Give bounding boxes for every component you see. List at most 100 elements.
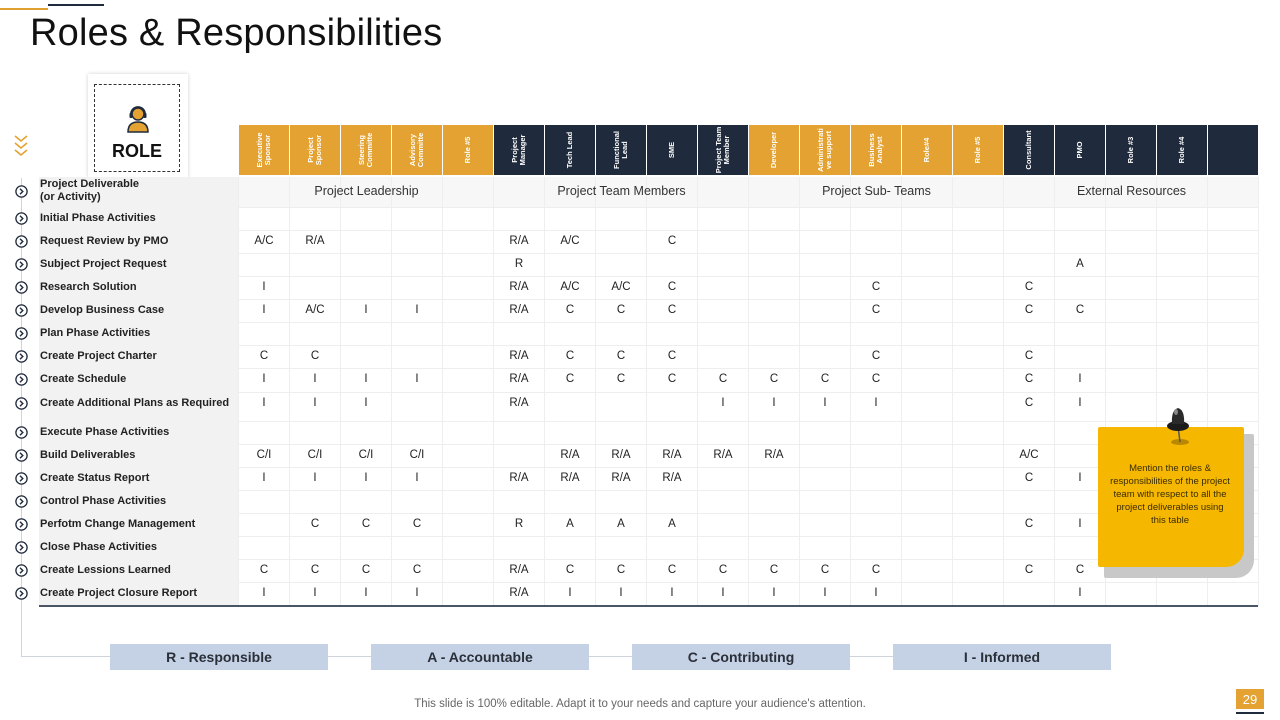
raci-cell: I xyxy=(772,587,776,599)
column-header-label: Developer xyxy=(769,131,778,169)
raci-cell: R/A xyxy=(662,472,682,484)
raci-cell: I xyxy=(364,397,368,409)
raci-cell: C xyxy=(616,304,626,316)
row-divider xyxy=(238,345,1258,346)
column-header-9: SME xyxy=(647,125,697,175)
row-divider xyxy=(238,490,1258,491)
raci-cell: C xyxy=(310,518,320,530)
chevron-circle-icon xyxy=(15,281,28,294)
raci-cell: C xyxy=(1024,564,1034,576)
support-agent-icon xyxy=(127,106,149,133)
activity-label: Develop Business Case xyxy=(40,304,165,316)
chevron-circle-icon xyxy=(15,426,28,439)
column-header-1: Executive Sponsor xyxy=(239,125,289,175)
activity-label: Create Schedule xyxy=(40,373,127,385)
raci-cell: I xyxy=(721,397,725,409)
raci-cell: C xyxy=(1024,518,1034,530)
column-header-label: Role #4 xyxy=(1177,136,1186,164)
raci-cell: C xyxy=(667,373,677,385)
raci-cell: R/A xyxy=(560,472,580,484)
activity-label: Build Deliverables xyxy=(40,449,136,461)
column-divider xyxy=(1003,177,1004,606)
activity-label: Subject Project Request xyxy=(40,258,167,270)
column-header-3: Steering Committe xyxy=(341,125,391,175)
raci-cell: C xyxy=(259,564,269,576)
activity-label: Initial Phase Activities xyxy=(40,212,156,224)
chevron-circle-icon xyxy=(15,258,28,271)
raci-cell: R/A xyxy=(509,304,529,316)
raci-cell: A/C xyxy=(305,304,325,316)
column-header-17: PMO xyxy=(1055,125,1105,175)
legend-contributing: C - Contributing xyxy=(632,644,850,670)
raci-cell: C xyxy=(259,350,269,362)
raci-cell: C xyxy=(412,564,422,576)
column-header-label: SME xyxy=(667,141,676,159)
raci-cell: I xyxy=(1078,587,1082,599)
raci-cell: A xyxy=(1076,258,1084,270)
raci-cell: A xyxy=(566,518,574,530)
raci-cell: C xyxy=(310,350,320,362)
column-divider xyxy=(442,177,443,606)
raci-cell: I xyxy=(568,587,572,599)
raci-cell: C xyxy=(565,350,575,362)
raci-cell: C xyxy=(667,281,677,293)
raci-cell: C xyxy=(871,350,881,362)
raci-cell: C xyxy=(565,304,575,316)
column-divider xyxy=(1054,177,1055,606)
raci-cell: R/A xyxy=(764,449,784,461)
raci-cell: I xyxy=(415,472,419,484)
chevron-circle-icon xyxy=(15,541,28,554)
raci-cell: C xyxy=(412,518,422,530)
column-header-label: Advisory Committe xyxy=(408,132,425,168)
chevron-down-icon xyxy=(14,135,28,157)
raci-cell: I xyxy=(313,397,317,409)
chevron-circle-icon xyxy=(15,397,28,410)
raci-cell: C xyxy=(871,564,881,576)
raci-cell: C xyxy=(667,350,677,362)
column-header-label: Project Sponsor xyxy=(306,134,323,166)
raci-cell: I xyxy=(1078,472,1082,484)
raci-cell: C xyxy=(871,304,881,316)
activity-label: Create Project Closure Report xyxy=(40,587,198,599)
column-divider xyxy=(850,177,851,606)
column-header-2: Project Sponsor xyxy=(290,125,340,175)
legend-informed: I - Informed xyxy=(893,644,1111,670)
deliverable-header-label: Project Deliverable (or Activity) xyxy=(40,178,139,204)
column-header-label: Consultant xyxy=(1024,130,1033,170)
raci-cell: R/A xyxy=(611,449,631,461)
activity-label: Research Solution xyxy=(40,281,137,293)
column-header-18: Role #3 xyxy=(1106,125,1156,175)
raci-cell: I xyxy=(670,587,674,599)
legend-accountable: A - Accountable xyxy=(371,644,589,670)
row-divider xyxy=(238,276,1258,277)
raci-cell: R/A xyxy=(509,235,529,247)
raci-cell: C xyxy=(871,281,881,293)
raci-cell: A xyxy=(668,518,676,530)
raci-cell: C xyxy=(565,564,575,576)
activity-label: Create Project Charter xyxy=(40,350,157,362)
column-header-5: Role #5 xyxy=(443,125,493,175)
column-divider xyxy=(1156,177,1157,606)
chevron-circle-icon xyxy=(15,235,28,248)
column-header-12: Administrati ve support xyxy=(800,125,850,175)
raci-cell: I xyxy=(262,281,266,293)
accent-line-gold xyxy=(0,8,48,10)
column-divider xyxy=(340,177,341,606)
row-divider xyxy=(238,513,1258,514)
raci-cell: I xyxy=(823,397,827,409)
column-divider xyxy=(646,177,647,606)
chevron-circle-icon xyxy=(15,564,28,577)
column-divider xyxy=(952,177,953,606)
raci-cell: C xyxy=(565,373,575,385)
group-label: Project Sub- Teams xyxy=(822,184,931,198)
raci-cell: I xyxy=(262,304,266,316)
raci-cell: R xyxy=(514,258,524,270)
raci-cell: C xyxy=(1024,304,1034,316)
row-divider xyxy=(238,207,1258,208)
group-label: Project Team Members xyxy=(557,184,686,198)
row-divider xyxy=(238,444,1258,445)
raci-cell: R/A xyxy=(509,350,529,362)
raci-cell: I xyxy=(364,472,368,484)
raci-cell: C/I xyxy=(256,449,272,461)
raci-cell: I xyxy=(415,304,419,316)
